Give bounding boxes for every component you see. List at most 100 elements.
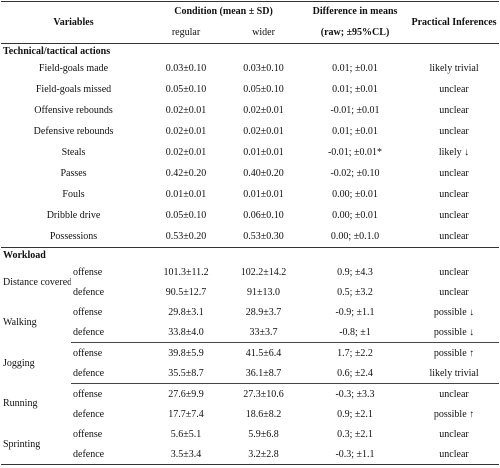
table-row: Running offense 27.6±9.9 27.3±10.6 -0.3; ±3.… [1, 383, 500, 409]
wider: 0.03±0.10 [243, 63, 284, 74]
difference: 0.5; ±3.2 [337, 286, 373, 298]
variable: Running [3, 398, 38, 410]
table-row: defence 17.7±7.4 18.6±8.2 0.9; ±2.1 possible… [1, 404, 499, 424]
difference: 0.9; ±2.1 [337, 408, 373, 420]
table-row: defence 35.5±8.7 36.1±8.7 0.6; ±2.4 likely t… [1, 363, 499, 384]
regular: 101.3±11.2 [163, 266, 209, 278]
variable: Distance covered [3, 276, 71, 288]
variable: Offensive rebounds [34, 105, 113, 116]
condition: defence [73, 326, 105, 338]
variable: Steals [61, 147, 86, 158]
condition: offense [73, 428, 103, 440]
variable: Passes [60, 168, 87, 179]
inference: possible ↑ [409, 342, 500, 363]
difference: -0.8; ±1 [339, 326, 371, 338]
difference: 1.7; ±2.2 [301, 342, 410, 363]
regular: 0.03±0.10 [165, 63, 207, 74]
table-row: Offensive rebounds 0.02±0.01 0.02±0.01 -0.0… [1, 100, 499, 121]
table-row: Workload [1, 247, 500, 262]
inference: unclear [439, 428, 469, 440]
variable: Jogging [3, 357, 35, 369]
variable: Field-goals made [38, 63, 109, 74]
header-wider: wider [226, 21, 302, 44]
condition: offense [73, 266, 103, 278]
wider: 0.53±0.30 [243, 231, 284, 242]
section-title: Workload [1, 247, 500, 262]
variable: Dribble drive [46, 210, 101, 221]
variable: Fouls [62, 189, 85, 200]
wider: 18.6±8.2 [245, 408, 282, 420]
variable: Possessions [49, 231, 98, 242]
regular: 39.8±5.9 [146, 342, 227, 363]
regular: 17.7±7.4 [168, 408, 204, 420]
inference: unclear [439, 84, 469, 95]
variable: Sprinting [1, 424, 71, 465]
table-row: Dribble drive 0.05±0.10 0.06±0.10 0.00; ±0.… [1, 205, 499, 226]
difference: 0.9; ±4.3 [337, 266, 373, 278]
inference: unclear [439, 210, 469, 221]
table-row: Possessions 0.53±0.20 0.53±0.30 0.00; ±0.1.… [1, 226, 499, 248]
difference: 0.6; ±2.4 [337, 367, 373, 379]
condition: offense [71, 342, 147, 363]
table-row: Technical/tactical actions [1, 44, 499, 59]
difference: -0.3; ±1.1 [301, 444, 410, 465]
table-row: Jogging offense 39.8±5.9 41.5±6.4 1.7; ±2.2 p… [1, 342, 500, 369]
difference: -0.01; ±0.01* [327, 147, 383, 158]
regular: 0.02±0.01 [165, 126, 207, 137]
difference: 0.01; ±0.01 [332, 84, 378, 95]
table-row: Passes 0.42±0.20 0.40±0.20 -0.02; ±0.10 uncl… [1, 163, 499, 184]
inference: possible ↓ [433, 306, 475, 318]
header-difference: Difference in means [312, 6, 398, 18]
table-row: defence 3.5±3.4 3.2±2.8 -0.3; ±1.1 unclear [1, 444, 500, 465]
inference: unclear [439, 266, 469, 278]
wider: 0.01±0.01 [243, 147, 284, 158]
regular: 0.53±0.20 [165, 231, 207, 242]
difference: 0.3; ±2.1 [337, 428, 373, 440]
wider: 0.02±0.01 [243, 105, 284, 116]
header-difference-sub: (raw; ±95%CL) [301, 21, 410, 44]
regular: 0.05±0.10 [165, 210, 207, 221]
regular: 0.42±0.20 [165, 168, 207, 179]
difference: 0.00; ±0.01 [332, 189, 378, 200]
table-row: Field-goals missed 0.05±0.10 0.05±0.10 0.01… [1, 79, 499, 100]
wider: 5.9±6.8 [248, 428, 279, 440]
difference: 0.00; ±0.1.0 [330, 231, 380, 242]
header-variables: Variables [1, 1, 147, 44]
difference: 0.00; ±0.01 [332, 210, 378, 221]
wider: 102.2±14.2 [240, 266, 287, 278]
inference: likely trivial [429, 367, 479, 379]
table-row: Field-goals made 0.03±0.10 0.03±0.10 0.01; … [1, 58, 499, 79]
condition: defence [71, 444, 147, 465]
wider: 36.1±8.7 [245, 367, 282, 379]
inference: unclear [439, 231, 469, 242]
regular: 0.05±0.10 [165, 84, 207, 95]
inference: possible ↑ [433, 408, 475, 420]
table-row: defence 90.5±12.7 91±13.0 0.5; ±3.2 unclear [1, 282, 499, 302]
table-row: Steals 0.02±0.01 0.01±0.01 -0.01; ±0.01* lik… [1, 142, 499, 163]
wider: 0.40±0.20 [243, 168, 284, 179]
inference: likely trivial [429, 63, 479, 74]
condition: offense [71, 383, 147, 404]
inference: unclear [439, 168, 469, 179]
difference: 0.01; ±0.01 [332, 126, 378, 137]
condition: defence [73, 367, 105, 379]
condition: defence [73, 286, 105, 298]
wider: 3.2±2.8 [226, 444, 302, 465]
regular: 0.02±0.01 [165, 105, 207, 116]
regular: 33.8±4.0 [168, 326, 204, 338]
table-row: Sprinting offense 5.6±5.1 5.9±6.8 0.3; ±2.1 u… [1, 424, 499, 465]
variable: Field-goals missed [35, 84, 112, 95]
condition: defence [73, 408, 105, 420]
inference: unclear [409, 444, 500, 465]
inference: possible ↓ [433, 326, 475, 338]
difference: 0.01; ±0.01 [332, 63, 378, 74]
inference: unclear [409, 383, 500, 404]
regular: 3.5±3.4 [146, 444, 227, 465]
header-condition: Condition (mean ± SD) [174, 6, 273, 18]
table-row: defence 33.8±4.0 33±3.7 -0.8; ±1 possible ↓ [1, 322, 499, 343]
wider: 91±13.0 [247, 286, 281, 298]
regular: 0.02±0.01 [165, 147, 207, 158]
difference: -0.02; ±0.10 [330, 168, 380, 179]
variable: Defensive rebounds [33, 126, 114, 137]
